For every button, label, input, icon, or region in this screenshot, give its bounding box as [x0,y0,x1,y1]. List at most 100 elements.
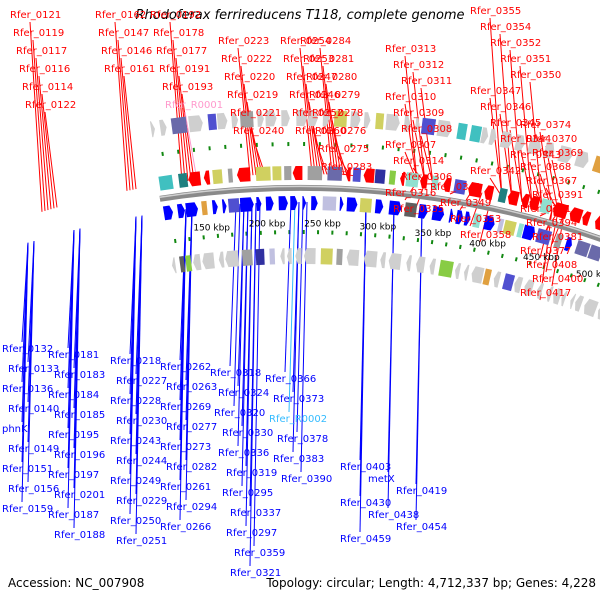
reverse-gene-label[interactable]: Rfer_0262 [160,362,211,373]
reverse-gene-label[interactable]: Rfer_0373 [273,394,324,405]
reverse-gene-label[interactable]: Rfer_0318 [210,368,261,379]
reverse-gene-label[interactable]: Rfer_0359 [234,548,285,559]
reverse-gene-label[interactable]: Rfer_0263 [166,382,217,393]
forward-gene-label[interactable]: Rfer_0306 [401,172,452,183]
forward-gene-label[interactable]: Rfer_0314 [393,156,444,167]
forward-gene-label[interactable]: Rfer_0344 [500,134,551,145]
reverse-gene-label[interactable]: phnK [2,424,28,435]
forward-gene-label[interactable]: Rfer_0222 [221,54,272,65]
forward-gene-label[interactable]: Rfer_0279 [309,90,360,101]
forward-gene-label[interactable]: Rfer_0116 [19,64,70,75]
reverse-gene-label[interactable]: Rfer_0156 [8,484,59,495]
forward-gene-label[interactable]: Rfer_0193 [162,82,213,93]
reverse-gene-label[interactable]: Rfer_0438 [368,510,419,521]
forward-gene-label[interactable]: Rfer_0400 [532,274,583,285]
forward-gene-label[interactable]: Rfer_0358 [460,230,511,241]
reverse-gene-label[interactable]: Rfer_0229 [116,496,167,507]
forward-gene-label[interactable]: Rfer_0367 [526,176,577,187]
reverse-gene-label[interactable]: Rfer_0149 [8,444,59,455]
forward-gene-label[interactable]: Rfer_0311 [401,76,452,87]
forward-gene-label[interactable]: Rfer_0146 [101,46,152,57]
reverse-gene-label[interactable]: Rfer_0261 [160,482,211,493]
reverse-gene-label[interactable]: Rfer_0295 [222,488,273,499]
forward-gene-label[interactable]: Rfer_0162 [95,10,146,21]
reverse-gene-label[interactable]: Rfer_0430 [340,498,391,509]
forward-gene-label[interactable]: Rfer_0121 [10,10,61,21]
forward-gene-label[interactable]: Rfer_0369 [532,148,583,159]
reverse-gene-label[interactable]: Rfer_0183 [54,370,105,381]
forward-gene-label[interactable]: Rfer_0122 [25,100,76,111]
forward-gene-label[interactable]: Rfer_0254 [280,36,331,47]
forward-gene-label[interactable]: Rfer_0280 [306,72,357,83]
reverse-gene-label[interactable]: Rfer_0294 [166,502,217,513]
reverse-gene-label[interactable]: Rfer_0319 [226,468,277,479]
reverse-gene-label[interactable]: Rfer_0195 [48,430,99,441]
reverse-gene-label[interactable]: Rfer_0366 [265,374,316,385]
forward-gene-label[interactable]: Rfer_0346 [480,102,531,113]
forward-gene-label[interactable]: Rfer_0275 [318,144,369,155]
reverse-gene-label[interactable]: Rfer_0282 [166,462,217,473]
forward-gene-label[interactable]: Rfer_0417 [520,288,571,299]
reverse-gene-label[interactable]: Rfer_0188 [54,530,105,541]
reverse-gene-label[interactable]: Rfer_0159 [2,504,53,515]
forward-gene-label[interactable]: Rfer_0341 [430,182,481,193]
reverse-gene-label[interactable]: Rfer_0249 [110,476,161,487]
reverse-gene-label[interactable]: metX [368,474,395,485]
reverse-gene-label[interactable]: Rfer_0132 [2,344,53,355]
forward-gene-label[interactable]: Rfer_0394 [526,218,577,229]
forward-gene-label[interactable]: Rfer_0253 [283,54,334,65]
forward-gene-label[interactable]: Rfer_0391 [532,190,583,201]
reverse-gene-label[interactable]: Rfer_0227 [116,376,167,387]
reverse-gene-label[interactable]: Rfer_0336 [218,448,269,459]
reverse-gene-label[interactable]: Rfer_0243 [110,436,161,447]
forward-gene-label[interactable]: Rfer_0353 [450,214,501,225]
reverse-gene-label[interactable]: Rfer_0320 [214,408,265,419]
forward-gene-label[interactable]: Rfer_0335 [393,204,444,215]
reverse-gene-label[interactable]: Rfer_0230 [116,416,167,427]
forward-gene-label[interactable]: Rfer_0316 [385,188,436,199]
reverse-gene-label[interactable]: Rfer_0266 [160,522,211,533]
forward-gene-label[interactable]: Rfer_0177 [156,46,207,57]
forward-gene-label[interactable]: Rfer_0408 [526,260,577,271]
forward-gene-label[interactable]: Rfer_0219 [227,90,278,101]
forward-gene-label[interactable]: Rfer_0240 [233,126,284,137]
forward-gene-label[interactable]: Rfer_0161 [104,64,155,75]
reverse-gene-label[interactable]: Rfer_0133 [8,364,59,375]
forward-gene-label[interactable]: Rfer_0284 [300,36,351,47]
forward-gene-label[interactable]: Rfer_R0001 [165,100,223,111]
forward-gene-label[interactable]: Rfer_0370 [526,134,577,145]
forward-gene-label[interactable]: Rfer_0308 [401,124,452,135]
reverse-gene-label[interactable]: Rfer_0201 [54,490,105,501]
reverse-gene-label[interactable]: Rfer_0337 [230,508,281,519]
forward-gene-label[interactable]: Rfer_0220 [224,72,275,83]
reverse-gene-label[interactable]: Rfer_0197 [48,470,99,481]
forward-gene-label[interactable]: Rfer_0223 [218,36,269,47]
reverse-gene-label[interactable]: Rfer_0140 [8,404,59,415]
forward-gene-label[interactable]: Rfer_0345 [490,118,541,129]
reverse-gene-label[interactable]: Rfer_0181 [48,350,99,361]
forward-gene-label[interactable]: Rfer_0260 [295,126,346,137]
forward-gene-label[interactable]: Rfer_0147 [98,28,149,39]
forward-gene-label[interactable]: Rfer_0307 [385,140,436,151]
reverse-gene-label[interactable]: Rfer_0419 [396,486,447,497]
reverse-gene-label[interactable]: Rfer_0324 [218,388,269,399]
forward-gene-label[interactable]: Rfer_0374 [520,120,571,131]
reverse-gene-label[interactable]: Rfer_R0002 [269,414,327,425]
forward-gene-label[interactable]: Rfer_0349 [440,198,491,209]
forward-gene-label[interactable]: Rfer_0368 [520,162,571,173]
reverse-gene-label[interactable]: Rfer_0383 [273,454,324,465]
forward-gene-label[interactable]: Rfer_0351 [500,54,551,65]
forward-gene-label[interactable]: Rfer_0310 [385,92,436,103]
reverse-gene-label[interactable]: Rfer_0185 [54,410,105,421]
forward-gene-label[interactable]: Rfer_0119 [13,28,64,39]
reverse-gene-label[interactable]: Rfer_0297 [226,528,277,539]
forward-gene-label[interactable]: Rfer_0246 [289,90,340,101]
forward-gene-label[interactable]: Rfer_0192 [150,10,201,21]
forward-gene-label[interactable]: Rfer_0114 [22,82,73,93]
reverse-gene-label[interactable]: Rfer_0330 [222,428,273,439]
reverse-gene-label[interactable]: Rfer_0454 [396,522,447,533]
forward-gene-label[interactable]: Rfer_0354 [480,22,531,33]
reverse-gene-label[interactable]: Rfer_0244 [116,456,167,467]
forward-gene-label[interactable]: Rfer_0347 [470,86,521,97]
forward-gene-label[interactable]: Rfer_0283 [321,162,372,173]
